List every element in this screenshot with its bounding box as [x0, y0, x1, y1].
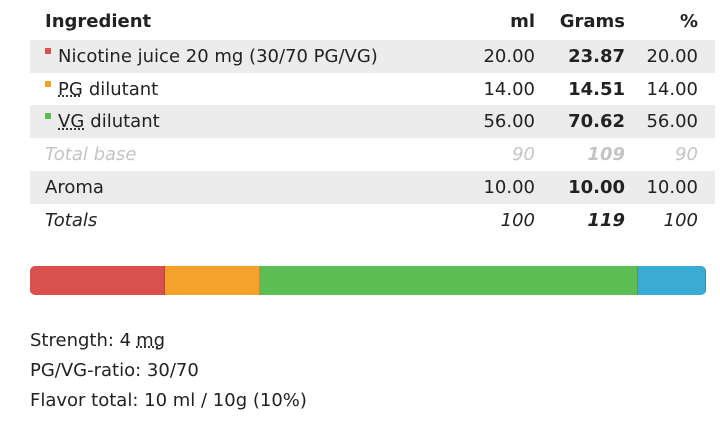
table-row: Total base 90 109 90: [30, 138, 715, 171]
ingredient-name: Nicotine juice 20 mg (30/70 PG/VG): [58, 46, 378, 67]
header-cell: %: [679, 11, 698, 32]
unit: mg: [136, 330, 166, 351]
summary-text: Flavor total: 10 ml / 10g (10%): [30, 390, 307, 411]
summary-text: PG/VG-ratio: 30/70: [30, 360, 199, 381]
name-cell: Aroma: [45, 171, 104, 204]
value-cell: 90: [675, 144, 698, 166]
table-row: Totals 100 119 100: [30, 204, 715, 237]
value-cell: 14.00: [483, 78, 535, 100]
name-cell: Nicotine juice 20 mg (30/70 PG/VG): [45, 40, 378, 73]
value-cell: 23.87: [568, 46, 625, 67]
value-cell: 10.00: [483, 176, 535, 198]
summary-line: Strength: 4 mg: [30, 330, 171, 351]
ingredient-name: dilutant: [88, 78, 159, 100]
value-cell: 10.00: [568, 176, 625, 198]
ingredient-name: Totals: [45, 209, 98, 231]
color-marker: [45, 80, 51, 87]
ingredient-name: Total base: [45, 144, 137, 166]
name-cell: Total base: [45, 138, 137, 171]
header-cell: Ingredient: [45, 11, 152, 32]
value-cell: 14.00: [646, 78, 698, 100]
value-cell: 20.00: [483, 46, 535, 67]
value-cell: 56.00: [646, 111, 698, 133]
color-marker: [45, 113, 51, 120]
table-row: Nicotine juice 20 mg (30/70 PG/VG) 20.00 2…: [30, 40, 715, 73]
value-cell: 56.00: [483, 111, 535, 133]
bar-segment: [259, 266, 639, 295]
value-cell: 70.62: [568, 111, 625, 133]
value-cell: 119: [587, 209, 625, 231]
header-cell: Grams: [559, 11, 625, 32]
summary-line: PG/VG-ratio: 30/70: [30, 360, 199, 381]
summary-text: Strength: 4: [30, 330, 132, 351]
bar-segment: [638, 266, 706, 295]
color-marker: [45, 48, 51, 54]
name-cell: Totals: [45, 204, 97, 237]
name-cell: VG dilutant: [45, 105, 160, 138]
bar-segment: [165, 266, 260, 295]
ingredient-name: dilutant: [90, 111, 160, 133]
value-cell: 109: [587, 144, 625, 166]
summary-line: Flavor total: 10 ml / 10g (10%): [30, 390, 307, 411]
value-cell: 100: [500, 209, 535, 231]
value-cell: 10.00: [646, 176, 698, 198]
ingredient-name: Aroma: [45, 176, 104, 198]
bar-segment: [30, 266, 166, 295]
abbreviation: VG: [58, 111, 85, 133]
table-row: VG dilutant 56.00 70.62 56.00: [30, 105, 715, 139]
abbreviation: PG: [58, 78, 83, 100]
composition-bar: [30, 266, 706, 295]
value-cell: 20.00: [646, 46, 698, 67]
value-cell: 100: [663, 209, 698, 231]
value-cell: 90: [512, 144, 535, 166]
header-row: Ingredient ml Grams%: [30, 5, 715, 38]
table-row: Aroma 10.00 10.00 10.00: [30, 170, 715, 204]
name-cell: PG dilutant: [45, 73, 158, 106]
header-cell: ml: [510, 11, 535, 32]
value-cell: 14.51: [568, 78, 625, 100]
table-row: PG dilutant 14.00 14.51 14.00: [30, 73, 715, 106]
